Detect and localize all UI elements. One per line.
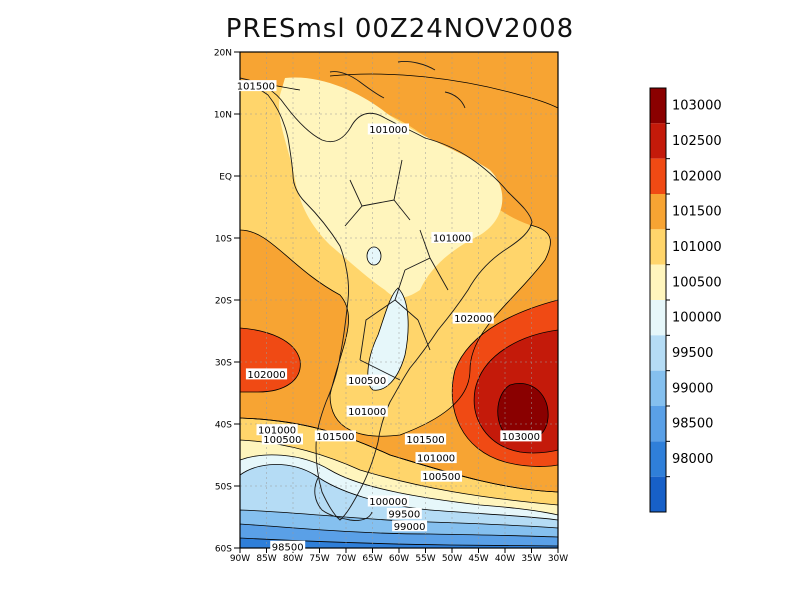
lon-label: 50W <box>442 554 462 564</box>
field-100000-bolivia <box>366 246 382 266</box>
colorbar: 103000 102500 102000 101500 101000 100500 1000… <box>649 87 722 513</box>
colorbar-swatch <box>650 441 666 477</box>
contour-label: 101000 <box>258 426 296 437</box>
lat-label: 50S <box>215 483 232 493</box>
colorbar-swatch <box>650 229 666 265</box>
lat-label: 10N <box>214 111 232 121</box>
contour-label-bg <box>261 433 303 445</box>
colorbar-swatch <box>650 194 666 230</box>
colorbar-label: 101000 <box>672 240 722 255</box>
contour-label: 103000 <box>502 432 540 443</box>
colorbar-swatch <box>650 264 666 300</box>
contour-label: 99000 <box>394 522 426 533</box>
contour-label-bg <box>256 424 298 436</box>
contour-label-bg <box>235 80 277 92</box>
contour-label: 101000 <box>348 407 386 418</box>
contour-label: 100500 <box>348 376 386 387</box>
contour-label-bg <box>420 470 462 482</box>
contour-label: 98500 <box>272 542 304 553</box>
contour-label-bg <box>270 540 306 552</box>
colorbar-label: 100500 <box>672 275 722 290</box>
lon-label: 60W <box>389 554 409 564</box>
colorbar-label: 103000 <box>672 99 722 114</box>
colorbar-label: 98000 <box>672 452 713 467</box>
graticule <box>240 52 558 548</box>
colorbar-label: 102000 <box>672 169 722 184</box>
lat-label: 20N <box>214 49 232 59</box>
longitude-labels: 90W 85W 80W 75W 70W 65W 60W 55W 50W 45W 40W 35W 30W <box>230 554 568 564</box>
lon-label: 75W <box>309 554 329 564</box>
contour-label-bg <box>386 507 422 519</box>
map-title: PRESmsl 00Z24NOV2008 <box>225 14 575 44</box>
lon-label: 90W <box>230 554 250 564</box>
lon-label: 70W <box>336 554 356 564</box>
tick-marks <box>234 51 559 553</box>
lon-label: 65W <box>362 554 382 564</box>
lat-label: 30S <box>215 359 232 369</box>
colorbar-label: 99000 <box>672 381 713 396</box>
lat-label: EQ <box>219 173 232 183</box>
contour-label-bg <box>367 123 409 135</box>
contour-label-bg <box>346 374 388 386</box>
contour-label: 101000 <box>433 234 471 245</box>
latitude-labels: 20N 10N EQ 10S 20S 30S 40S 50S 60S <box>214 49 232 555</box>
contour-label-bg <box>346 405 388 417</box>
colorbar-swatch <box>650 406 666 442</box>
colorbar-label: 100000 <box>672 311 722 326</box>
contour-label: 101500 <box>237 82 275 93</box>
colorbar-swatch <box>650 88 666 124</box>
field-100000-chaco <box>367 287 409 391</box>
contour-label-bg <box>367 495 409 507</box>
colorbar-swatch <box>650 476 666 512</box>
lon-label: 40W <box>495 554 515 564</box>
contour-label: 101000 <box>417 454 455 465</box>
colorbar-label: 101500 <box>672 205 722 220</box>
lon-label: 35W <box>521 554 541 564</box>
contour-label: 102000 <box>454 314 492 325</box>
contour-label-bg <box>245 368 288 380</box>
lat-label: 60S <box>215 545 232 555</box>
colorbar-label: 102500 <box>672 134 722 149</box>
colorbar-swatch <box>650 300 666 336</box>
contour-label: 101500 <box>406 435 444 446</box>
lon-label: 85W <box>256 554 276 564</box>
colorbar-swatch <box>650 158 666 194</box>
lon-label: 55W <box>415 554 435 564</box>
field-98000 <box>240 537 558 548</box>
contour-label-bg <box>415 452 457 464</box>
contour-label-bg <box>392 520 428 532</box>
contour-label: 99500 <box>388 509 420 520</box>
contour-label-bg <box>314 430 356 442</box>
contour-labels: 1015001010001010001020001020001005001010… <box>235 80 542 553</box>
map-area <box>240 52 558 548</box>
contour-label: 100500 <box>422 472 460 483</box>
colorbar-swatch <box>650 335 666 371</box>
lon-label: 45W <box>468 554 488 564</box>
contour-label: 101000 <box>369 125 407 136</box>
lon-label: 80W <box>283 554 303 564</box>
contour-label: 101500 <box>316 432 354 443</box>
lat-label: 40S <box>215 421 232 431</box>
lat-label: 20S <box>215 297 232 307</box>
colorbar-swatch <box>650 123 666 159</box>
contour-label-bg <box>500 430 542 442</box>
colorbar-label: 98500 <box>672 417 713 432</box>
contour-label: 100000 <box>369 497 407 508</box>
contour-label-bg <box>431 232 473 243</box>
contour-label: 102000 <box>247 370 285 381</box>
colorbar-swatch <box>650 370 666 406</box>
lat-label: 10S <box>215 235 232 245</box>
colorbar-label: 99500 <box>672 346 713 361</box>
contour-label-bg <box>404 433 447 445</box>
contour-label: 100500 <box>263 435 301 446</box>
lon-label: 30W <box>548 554 568 564</box>
contour-label-bg <box>452 312 494 324</box>
